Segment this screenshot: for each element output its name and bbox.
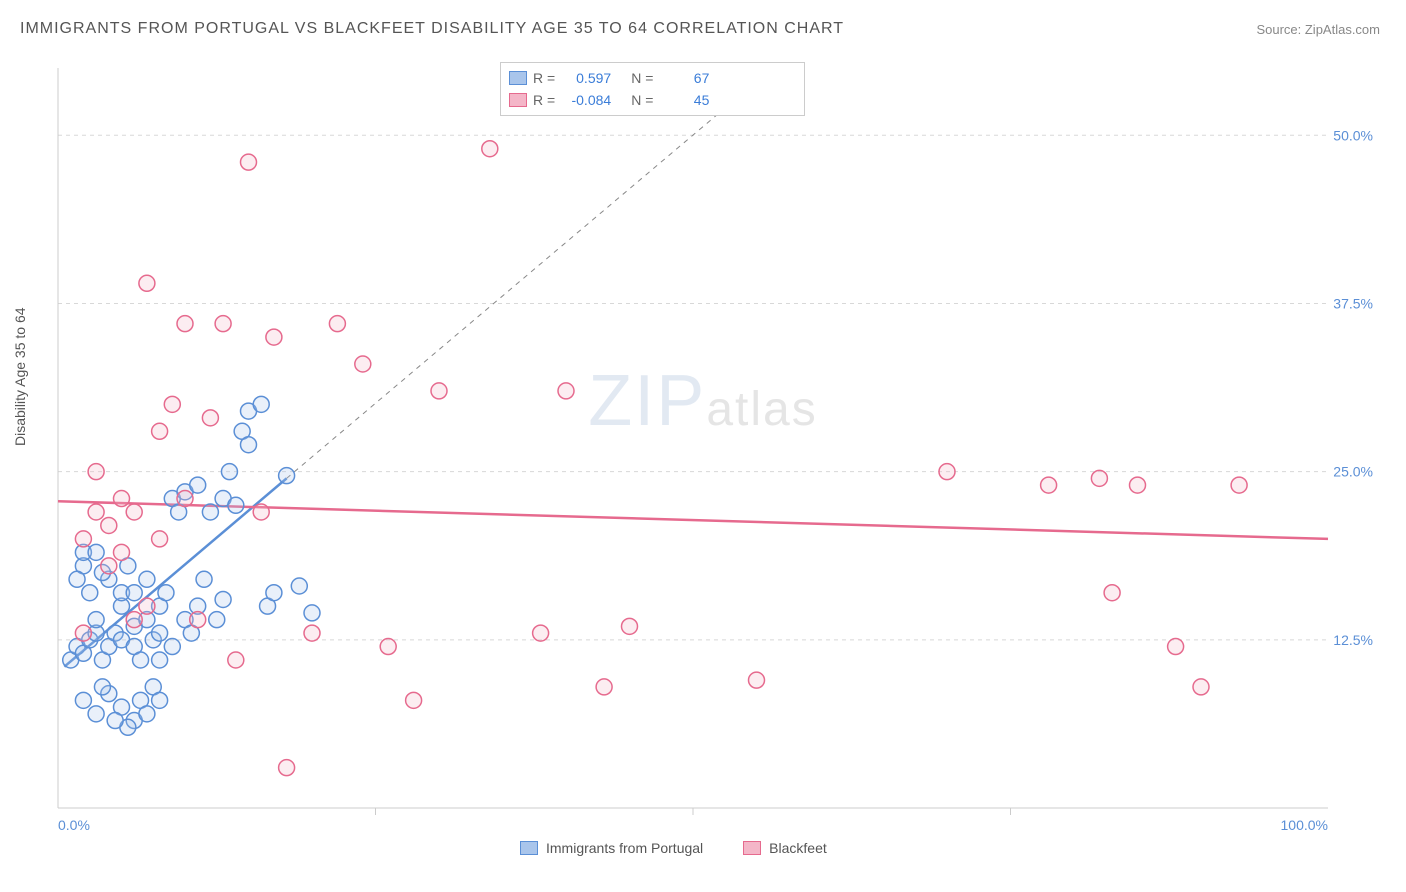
svg-text:100.0%: 100.0%: [1281, 817, 1328, 833]
stat-r-label: R =: [533, 70, 555, 86]
legend-label: Blackfeet: [769, 840, 827, 856]
legend-swatch: [520, 841, 538, 855]
legend-label: Immigrants from Portugal: [546, 840, 703, 856]
svg-text:50.0%: 50.0%: [1333, 127, 1373, 143]
svg-text:25.0%: 25.0%: [1333, 464, 1373, 480]
chart-container: IMMIGRANTS FROM PORTUGAL VS BLACKFEET DI…: [0, 0, 1406, 892]
source-prefix: Source:: [1256, 22, 1304, 37]
correlation-stats-box: R = 0.597 N = 67 R = -0.084 N = 45: [500, 62, 805, 116]
stats-row: R = 0.597 N = 67: [509, 67, 796, 89]
svg-text:37.5%: 37.5%: [1333, 295, 1373, 311]
svg-text:12.5%: 12.5%: [1333, 632, 1373, 648]
legend-item: Immigrants from Portugal: [520, 840, 703, 856]
legend-swatch: [743, 841, 761, 855]
stat-n-label: N =: [631, 70, 653, 86]
source-attribution: Source: ZipAtlas.com: [1256, 22, 1380, 37]
stat-r-value: 0.597: [561, 70, 611, 86]
y-axis-label: Disability Age 35 to 64: [12, 307, 28, 446]
legend-swatch: [509, 71, 527, 85]
series-legend: Immigrants from Portugal Blackfeet: [520, 840, 827, 856]
source-link[interactable]: ZipAtlas.com: [1305, 22, 1380, 37]
svg-text:0.0%: 0.0%: [58, 817, 90, 833]
stat-n-label: N =: [631, 92, 653, 108]
stat-n-value: 45: [659, 92, 709, 108]
legend-swatch: [509, 93, 527, 107]
scatter-chart: 12.5% 25.0% 37.5% 50.0% 0.0% 100.0%: [48, 58, 1378, 838]
chart-title: IMMIGRANTS FROM PORTUGAL VS BLACKFEET DI…: [20, 20, 844, 38]
plot-area: 12.5% 25.0% 37.5% 50.0% 0.0% 100.0%: [48, 58, 1378, 838]
stats-row: R = -0.084 N = 45: [509, 89, 796, 111]
stat-r-value: -0.084: [561, 92, 611, 108]
stat-r-label: R =: [533, 92, 555, 108]
legend-item: Blackfeet: [743, 840, 827, 856]
stat-n-value: 67: [659, 70, 709, 86]
